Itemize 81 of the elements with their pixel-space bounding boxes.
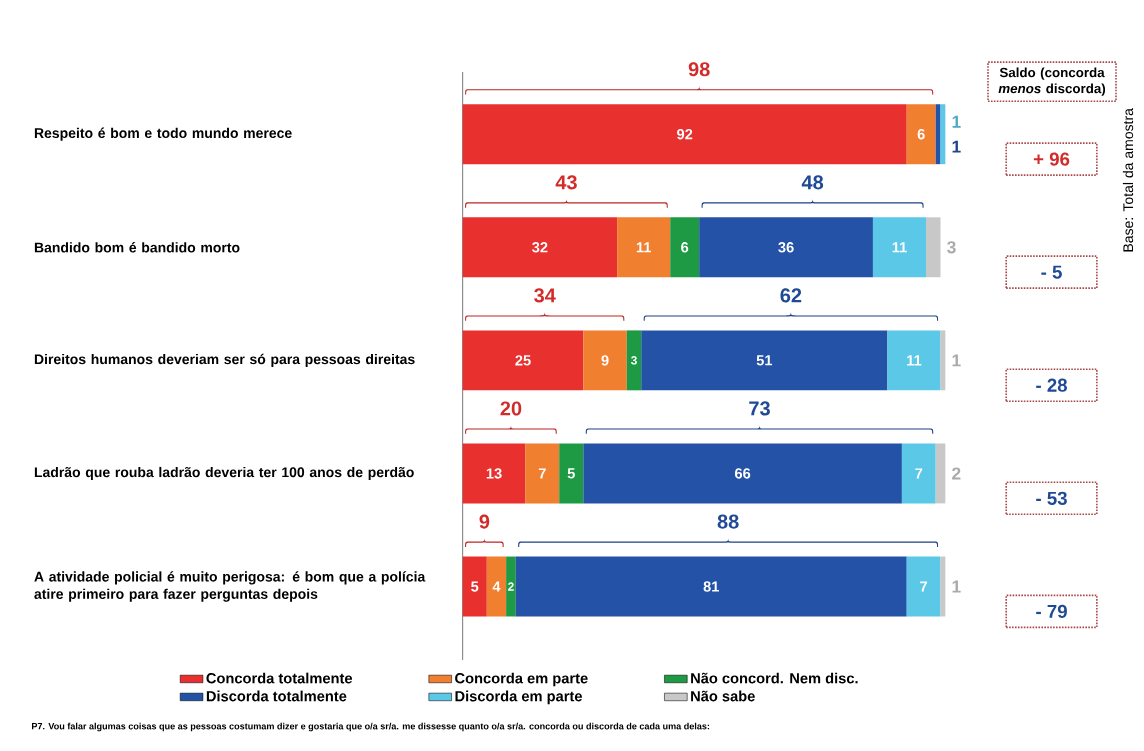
y-tick-label: Direitos humanos deveriam ser só para pessoas direitas	[34, 353, 415, 367]
bar	[462, 217, 618, 278]
y-tick-label: Ladrão que rouba ladrão deveria ter 100 anos de perdão	[34, 466, 414, 480]
text: Saldo (concorda menos discorda)	[998, 67, 1106, 96]
y-tick-label: Bandido bom é bandido morto	[34, 242, 240, 253]
bar	[462, 330, 584, 391]
data-label: 32	[532, 242, 548, 253]
annotation: 62	[780, 288, 802, 303]
text: - 5	[1041, 265, 1062, 279]
data-label: 1	[952, 580, 961, 593]
bar	[935, 104, 941, 165]
data-label: 2	[952, 467, 961, 480]
data-label: 11	[892, 242, 907, 253]
annotation: 88	[717, 514, 739, 529]
bar	[641, 330, 888, 391]
bar	[515, 556, 907, 617]
text: - 79	[1036, 604, 1067, 618]
data-label: 2	[508, 582, 514, 591]
bar	[872, 217, 927, 278]
data-label: 92	[677, 129, 693, 140]
annotation: 98	[688, 62, 710, 77]
bar	[462, 443, 526, 504]
bar	[486, 556, 507, 617]
data-label: 7	[538, 468, 546, 479]
bar	[906, 556, 941, 617]
text: - 53	[1036, 491, 1067, 505]
annotation: 43	[555, 175, 577, 190]
legend-label: Concorda em parte	[455, 672, 588, 687]
data-label: 13	[486, 468, 502, 479]
data-label: 5	[471, 581, 479, 592]
data-label: 7	[920, 581, 928, 592]
legend-label: Discorda totalmente	[206, 690, 347, 702]
y-tick-label: A atividade policial é muito perigosa: é bom que a polícia atire primeiro para fazer perguntas depois	[34, 571, 426, 602]
bar	[617, 217, 671, 278]
text: P7. Vou falar algumas coisas que as pessoas costumam dizer e gostaria que o/a sr/a. me dissesse quanto o/a sr/a. concorda ou discorda de cada uma delas:	[31, 722, 710, 732]
bar	[670, 217, 700, 278]
data-label: 1	[952, 354, 961, 367]
data-label: 81	[703, 581, 719, 592]
data-label: 36	[778, 242, 794, 253]
data-label: 11	[907, 355, 922, 366]
data-label: 66	[735, 468, 751, 479]
bar	[462, 556, 487, 617]
bar	[559, 443, 584, 504]
annotation: 73	[749, 401, 770, 416]
y-tick-label: Respeito é bom e todo mundo merece	[34, 127, 292, 141]
bar	[699, 217, 873, 278]
data-label: 7	[915, 468, 923, 479]
data-label: 11	[636, 242, 651, 253]
data-label: 3	[630, 356, 637, 365]
data-label: 1	[952, 140, 961, 153]
bar	[462, 104, 907, 165]
data-label: 51	[756, 355, 773, 366]
legend-label: Não sabe	[691, 690, 755, 702]
bar	[926, 217, 941, 278]
legend-label: Discorda em parte	[455, 690, 582, 705]
data-label: 6	[917, 129, 925, 140]
data-label: 25	[515, 355, 531, 366]
text: - 28	[1036, 378, 1068, 392]
bar	[583, 330, 627, 391]
bar	[887, 330, 941, 391]
data-label: 9	[601, 355, 609, 366]
legend-label: Concorda totalmente	[206, 672, 353, 684]
bar	[525, 443, 560, 504]
annotation: 9	[479, 514, 490, 529]
bar	[583, 443, 902, 504]
data-label: 6	[681, 242, 689, 253]
text: Base: Total da amostra	[1122, 108, 1134, 252]
data-label: 3	[947, 241, 956, 254]
text: + 96	[1033, 152, 1070, 166]
data-label: 4	[492, 581, 501, 592]
bar	[906, 104, 936, 165]
annotation: 48	[801, 175, 824, 190]
bar	[935, 443, 946, 504]
bar	[901, 443, 936, 504]
legend-label: Não concord. Nem disc.	[691, 672, 858, 684]
annotation: 20	[500, 401, 522, 416]
bar	[506, 556, 516, 617]
annotation: 34	[534, 288, 556, 303]
data-label: 5	[567, 468, 575, 479]
data-label: 1	[952, 115, 961, 128]
bar	[626, 330, 642, 391]
